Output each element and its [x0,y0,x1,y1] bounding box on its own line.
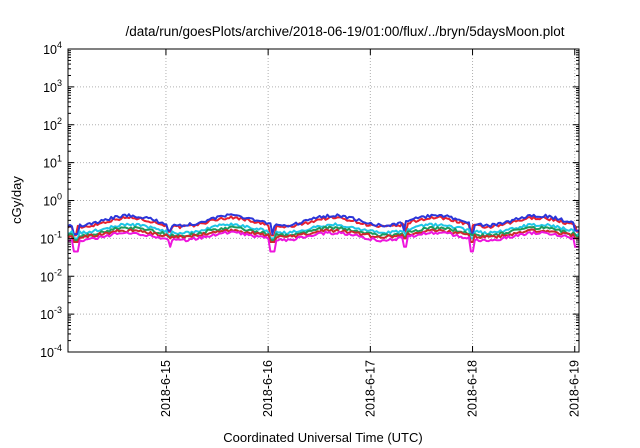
y-tick-label: 102 [43,116,62,133]
series-line [67,225,579,242]
chart-title: /data/run/goesPlots/archive/2018-06-19/0… [125,24,564,39]
series-line [67,228,579,243]
x-tick-label: 2018-6-19 [568,360,582,417]
y-axis-label: cGy/day [9,176,24,224]
y-ticks: 10-4 10-3 10-2 10-1 100 101 102 103 104 [40,40,579,360]
grid [68,49,579,352]
y-tick-label: 101 [43,154,62,171]
y-tick-label: 100 [43,192,62,209]
y-tick-label: 10-4 [40,343,62,360]
series-line [67,222,580,240]
x-axis-label: Coordinated Universal Time (UTC) [223,430,422,445]
x-tick-label: 2018-6-16 [261,360,275,417]
x-ticks: 2018-6-15 2018-6-16 2018-6-17 2018-6-18 2018… [159,49,582,417]
y-tick-label: 10-2 [40,267,62,284]
y-tick-label: 10-3 [40,305,62,322]
series-line [67,213,579,236]
x-tick-label: 2018-6-17 [363,360,377,417]
series-group [67,213,580,253]
series-line [67,230,579,253]
y-tick-label: 10-1 [40,229,62,246]
y-tick-label: 104 [43,40,62,57]
x-tick-label: 2018-6-15 [159,360,173,417]
y-tick-label: 103 [43,78,62,95]
x-tick-label: 2018-6-18 [466,360,480,417]
